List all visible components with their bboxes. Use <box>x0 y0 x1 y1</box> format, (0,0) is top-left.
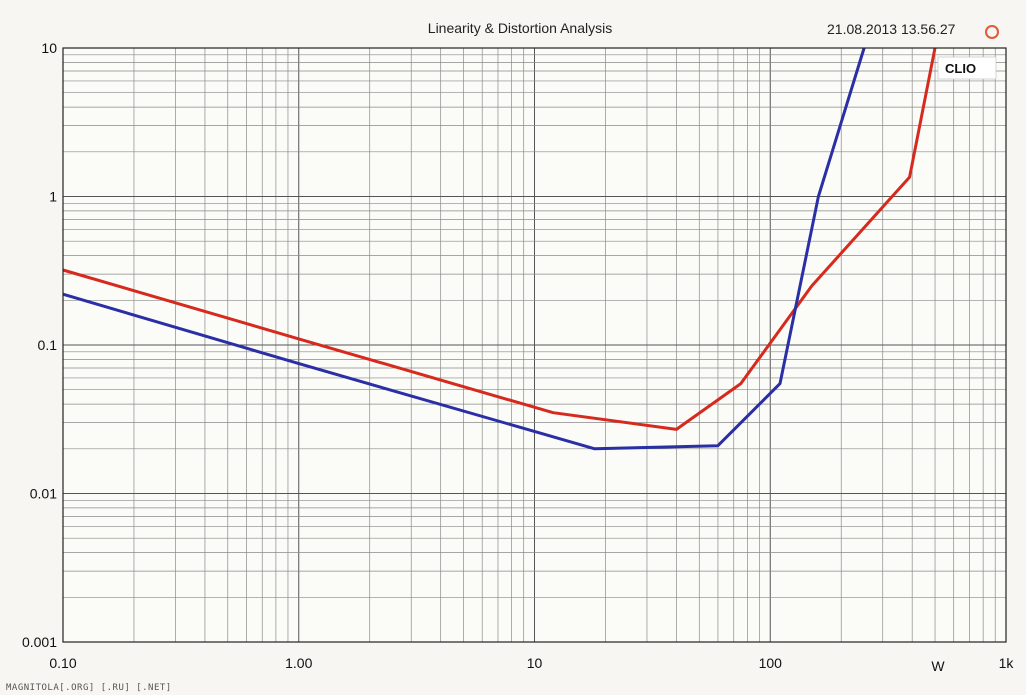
timestamp: 21.08.2013 13.56.27 <box>827 21 956 37</box>
series-layer <box>62 47 937 451</box>
tick-labels: 0.10 1.00 10 100 1k 10 1 0.1 0.01 0.001 <box>22 40 1014 671</box>
brand-logo: CLIO <box>937 25 999 80</box>
plot-frame <box>62 47 1007 643</box>
series-line-2 <box>62 47 866 451</box>
y-tick-label: 1 <box>49 189 57 205</box>
y-tick-label: 10 <box>41 40 57 56</box>
x-tick-label: 10 <box>527 655 543 671</box>
series-line-1 <box>62 47 937 431</box>
watermark: MAGNITOLA[.ORG] [.RU] [.NET] <box>6 683 172 693</box>
grid <box>63 48 1006 642</box>
y-tick-label: 0.1 <box>38 337 58 353</box>
y-tick-label: 0.001 <box>22 634 57 650</box>
brand-label: CLIO <box>945 61 976 76</box>
x-tick-label: 1k <box>999 655 1015 671</box>
x-tick-label: 0.10 <box>49 655 76 671</box>
chart-title: Linearity & Distortion Analysis <box>428 20 612 36</box>
y-tick-label: 0.01 <box>30 486 57 502</box>
brand-ring-icon <box>985 25 999 39</box>
x-tick-label: 100 <box>759 655 783 671</box>
x-axis-unit-label: W <box>931 658 945 674</box>
x-tick-label: 1.00 <box>285 655 312 671</box>
